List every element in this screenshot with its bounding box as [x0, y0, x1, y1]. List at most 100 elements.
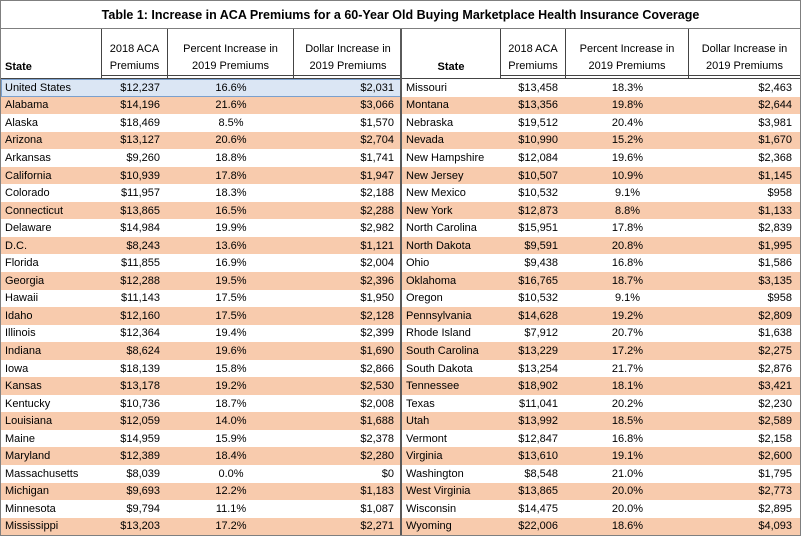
state-cell: Vermont — [406, 432, 447, 445]
premium-cell: $12,059 — [120, 415, 160, 428]
table-row: Utah $13,992 18.5% $2,589 — [402, 412, 800, 430]
state-cell: Missouri — [406, 81, 447, 94]
percent-cell: 13.6% — [215, 239, 247, 252]
premium-cell: $22,006 — [518, 520, 558, 533]
premium-cell: $9,260 — [126, 151, 160, 164]
state-cell: Iowa — [5, 362, 29, 375]
premium-cell: $16,765 — [518, 274, 558, 287]
premium-cell: $8,243 — [126, 239, 160, 252]
state-cell: Arizona — [5, 134, 43, 147]
state-column-header: State — [402, 29, 501, 78]
percent-cell: 16.9% — [215, 257, 247, 270]
header-row: State 2018 ACA Premiums Percent Increase… — [402, 29, 800, 79]
state-cell: Tennessee — [406, 380, 460, 393]
percent-cell: 20.2% — [611, 397, 644, 410]
premium-cell: $12,389 — [120, 450, 160, 463]
dollar-header-line2: 2019 Premiums — [689, 58, 800, 76]
percent-cell: 19.2% — [611, 309, 644, 322]
percent-cell: 16.5% — [215, 204, 247, 217]
premium-cell: $13,992 — [518, 415, 558, 428]
dollar-cell: $2,128 — [360, 309, 394, 322]
table-row: Rhode Island $7,912 20.7% $1,638 — [402, 324, 800, 343]
percent-cell: 19.6% — [611, 151, 644, 164]
dollar-cell: $2,399 — [360, 327, 394, 340]
premium-cell: $10,532 — [518, 187, 558, 200]
dollar-cell: $2,773 — [758, 485, 792, 498]
table-row: New Mexico $10,532 9.1% $958 — [402, 184, 800, 202]
table-row: Tennessee $18,902 18.1% $3,421 — [402, 377, 800, 395]
premium-cell: $18,902 — [518, 380, 558, 393]
percent-cell: 20.0% — [611, 502, 644, 515]
dollar-cell: $1,690 — [360, 344, 394, 357]
table-row: Alaska $18,469 8.5% $1,570 — [1, 114, 402, 132]
percent-cell: 14.0% — [215, 415, 247, 428]
premium-cell: $11,041 — [519, 397, 558, 410]
dollar-cell: $2,230 — [758, 397, 792, 410]
dollar-cell: $2,275 — [758, 344, 792, 357]
premium-cell: $18,139 — [120, 362, 160, 375]
dollar-cell: $958 — [767, 187, 792, 200]
dollar-cell: $958 — [767, 292, 792, 305]
dollar-cell: $2,031 — [360, 81, 394, 94]
state-cell: Minnesota — [5, 502, 56, 515]
percent-cell: 10.9% — [611, 169, 644, 182]
state-cell: Hawaii — [5, 292, 39, 305]
state-cell: California — [5, 169, 52, 182]
percent-cell: 17.8% — [215, 169, 247, 182]
table-row: New Hampshire $12,084 19.6% $2,368 — [402, 149, 800, 167]
premium-cell: $11,143 — [121, 292, 160, 305]
dollar-cell: $2,280 — [360, 450, 394, 463]
state-cell: Michigan — [5, 485, 50, 498]
state-cell: Wyoming — [406, 520, 452, 533]
premium-cell: $8,548 — [524, 467, 558, 480]
percent-cell: 19.1% — [611, 450, 644, 463]
premium-cell: $9,693 — [126, 485, 160, 498]
state-column-header: State — [1, 29, 102, 78]
percent-cell: 19.5% — [215, 274, 247, 287]
premium-cell: $13,865 — [518, 485, 558, 498]
percent-cell: 8.8% — [614, 204, 641, 217]
dollar-cell: $3,066 — [360, 99, 394, 112]
premium-cell: $12,160 — [120, 309, 160, 322]
premium-cell: $12,084 — [518, 151, 558, 164]
premium-cell: $8,039 — [126, 467, 160, 480]
premium-cell: $18,469 — [120, 116, 160, 129]
dollar-cell: $1,950 — [360, 292, 394, 305]
dollar-cell: $3,981 — [758, 116, 792, 129]
percent-cell: 20.4% — [611, 116, 644, 129]
state-cell: Massachusetts — [5, 467, 79, 480]
premium-cell: $9,591 — [524, 239, 558, 252]
dollar-column-header: Dollar Increase in 2019 Premiums — [689, 29, 800, 78]
state-cell: Maryland — [5, 450, 51, 463]
state-cell: Alabama — [5, 99, 49, 112]
dollar-cell: $2,876 — [758, 362, 792, 375]
state-cell: D.C. — [5, 239, 27, 252]
state-cell: Virginia — [406, 450, 443, 463]
table-row: Virginia $13,610 19.1% $2,600 — [402, 447, 800, 466]
state-header-label: State — [5, 61, 32, 73]
state-header-label: State — [437, 61, 465, 73]
table-row: Delaware $14,984 19.9% $2,982 — [1, 219, 402, 237]
table-row: Maryland $12,389 18.4% $2,280 — [1, 447, 402, 466]
state-cell: Rhode Island — [406, 327, 471, 340]
table-row: Michigan $9,693 12.2% $1,183 — [1, 482, 402, 501]
dollar-cell: $1,183 — [360, 485, 394, 498]
premium-cell: $12,364 — [120, 327, 160, 340]
table-title: Table 1: Increase in ACA Premiums for a … — [1, 1, 800, 29]
premium-cell: $11,957 — [121, 187, 160, 200]
table-row: Montana $13,356 19.8% $2,644 — [402, 96, 800, 115]
percent-column-header: Percent Increase in 2019 Premiums — [566, 29, 689, 78]
state-cell: United States — [5, 81, 72, 94]
percent-cell: 12.2% — [215, 485, 247, 498]
dollar-cell: $2,158 — [758, 432, 792, 445]
premium-cell: $9,438 — [524, 257, 558, 270]
percent-cell: 18.1% — [611, 380, 644, 393]
state-cell: Oklahoma — [406, 274, 457, 287]
table-row: Connecticut $13,865 16.5% $2,288 — [1, 201, 402, 220]
dollar-cell: $2,600 — [758, 450, 792, 463]
premium-cell: $14,475 — [518, 502, 558, 515]
state-cell: North Dakota — [406, 239, 471, 252]
premium-cell: $10,507 — [518, 169, 558, 182]
percent-cell: 18.6% — [611, 520, 644, 533]
table-row: Illinois $12,364 19.4% $2,399 — [1, 324, 402, 343]
